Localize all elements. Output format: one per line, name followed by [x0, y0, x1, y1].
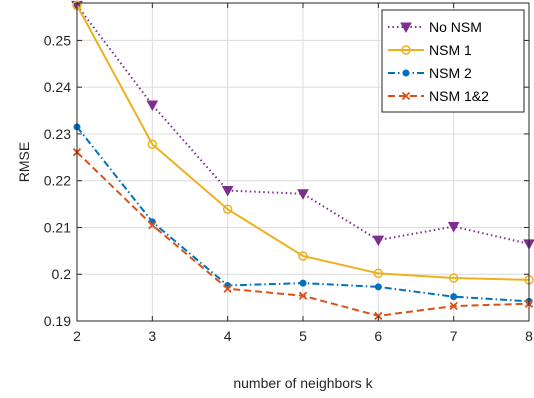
x-tick-label: 6 [374, 328, 382, 344]
data-point [372, 235, 385, 247]
x-axis-label: number of neighbors k [233, 375, 373, 391]
legend-label: NSM 2 [429, 65, 472, 81]
y-tick-label: 0.22 [44, 173, 71, 189]
x-tick-label: 5 [299, 328, 307, 344]
data-point [298, 291, 308, 300]
data-point [448, 273, 459, 283]
data-point [374, 311, 383, 320]
data-point [297, 189, 309, 200]
y-tick-label: 0.19 [44, 313, 71, 329]
x-tick-label: 4 [224, 328, 232, 344]
data-point [299, 279, 307, 287]
legend: No NSM NSM 1 NSM 2 NSM 1&2 [381, 9, 525, 113]
legend-item: NSM 1 [388, 42, 472, 58]
tick-layer: 2 3 4 5 6 7 8 0.19 0.2 0.21 0.22 0.23 0.24 0.25 [44, 3, 533, 344]
data-point [449, 301, 458, 311]
y-tick-label: 0.2 [52, 266, 72, 282]
data-point [374, 283, 382, 291]
data-point [450, 293, 458, 301]
data-point [146, 100, 159, 111]
legend-item: NSM 2 [388, 65, 472, 81]
legend-label: No NSM [429, 19, 482, 35]
x-tick-label: 3 [148, 328, 156, 344]
data-point [222, 204, 233, 214]
legend-marker [400, 22, 412, 34]
y-tick-label: 0.25 [44, 32, 71, 48]
x-tick-label: 8 [525, 328, 533, 344]
y-tick-label: 0.24 [44, 79, 71, 95]
legend-item: NSM 1&2 [388, 88, 489, 104]
legend-marker [402, 69, 410, 77]
data-point [221, 186, 234, 197]
data-point [373, 268, 384, 279]
series-line [76, 4, 530, 281]
legend-marker [401, 91, 411, 101]
data-point [147, 139, 158, 149]
data-point [223, 284, 232, 293]
legend-marker [401, 45, 411, 55]
x-tick-label: 2 [73, 328, 81, 344]
data-point [447, 222, 460, 233]
legend-label: NSM 1&2 [429, 88, 489, 104]
y-axis-label: RMSE [16, 142, 32, 182]
legend-item: No NSM [388, 19, 482, 35]
data-point [298, 251, 308, 261]
y-tick-label: 0.23 [44, 126, 71, 142]
data-point [148, 220, 157, 230]
series-3 [72, 148, 534, 320]
y-tick-label: 0.21 [44, 219, 71, 235]
x-tick-label: 7 [450, 328, 458, 344]
legend-label: NSM 1 [429, 42, 472, 58]
